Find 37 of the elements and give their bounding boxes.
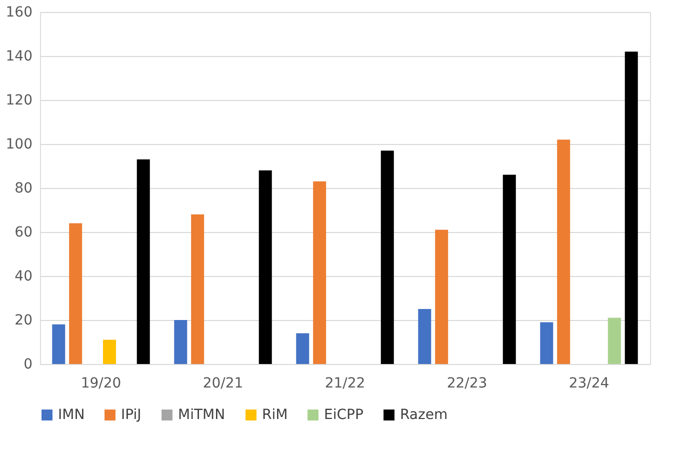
bar (418, 309, 432, 364)
bar (313, 181, 326, 364)
bar (52, 324, 66, 364)
y-tick-label: 0 (24, 356, 32, 372)
bar (502, 174, 516, 364)
bar (296, 333, 310, 364)
y-tick-label: 40 (14, 268, 32, 284)
bar (191, 214, 204, 364)
x-tick-label: 23/24 (568, 376, 610, 392)
legend-label: IPiJ (121, 407, 142, 423)
bar (608, 318, 621, 364)
y-tick-label: 120 (6, 92, 32, 108)
bar (136, 159, 150, 364)
x-tick-label: 21/22 (324, 376, 366, 392)
legend-label: Razem (400, 407, 448, 423)
bar (258, 170, 272, 364)
bar (557, 140, 570, 364)
y-tick-label: 20 (14, 312, 32, 328)
bar (435, 230, 448, 364)
bar (624, 52, 638, 364)
bar (380, 150, 394, 364)
bar (174, 320, 188, 364)
x-tick-label: 19/20 (80, 376, 122, 392)
legend-label: RiM (262, 407, 288, 423)
y-tick-label: 80 (14, 180, 32, 196)
x-tick-label: 20/21 (202, 376, 244, 392)
legend-label: MiTMN (178, 407, 226, 423)
x-tick-label: 22/23 (446, 376, 488, 392)
bar (69, 223, 82, 364)
y-tick-label: 100 (6, 136, 32, 152)
y-tick-label: 140 (6, 48, 32, 64)
legend-label: IMN (58, 407, 85, 423)
legend-label: EiCPP (324, 407, 364, 423)
y-tick-label: 160 (6, 4, 32, 20)
y-tick-label: 60 (14, 224, 32, 240)
bar (102, 340, 116, 364)
bar (540, 322, 554, 364)
